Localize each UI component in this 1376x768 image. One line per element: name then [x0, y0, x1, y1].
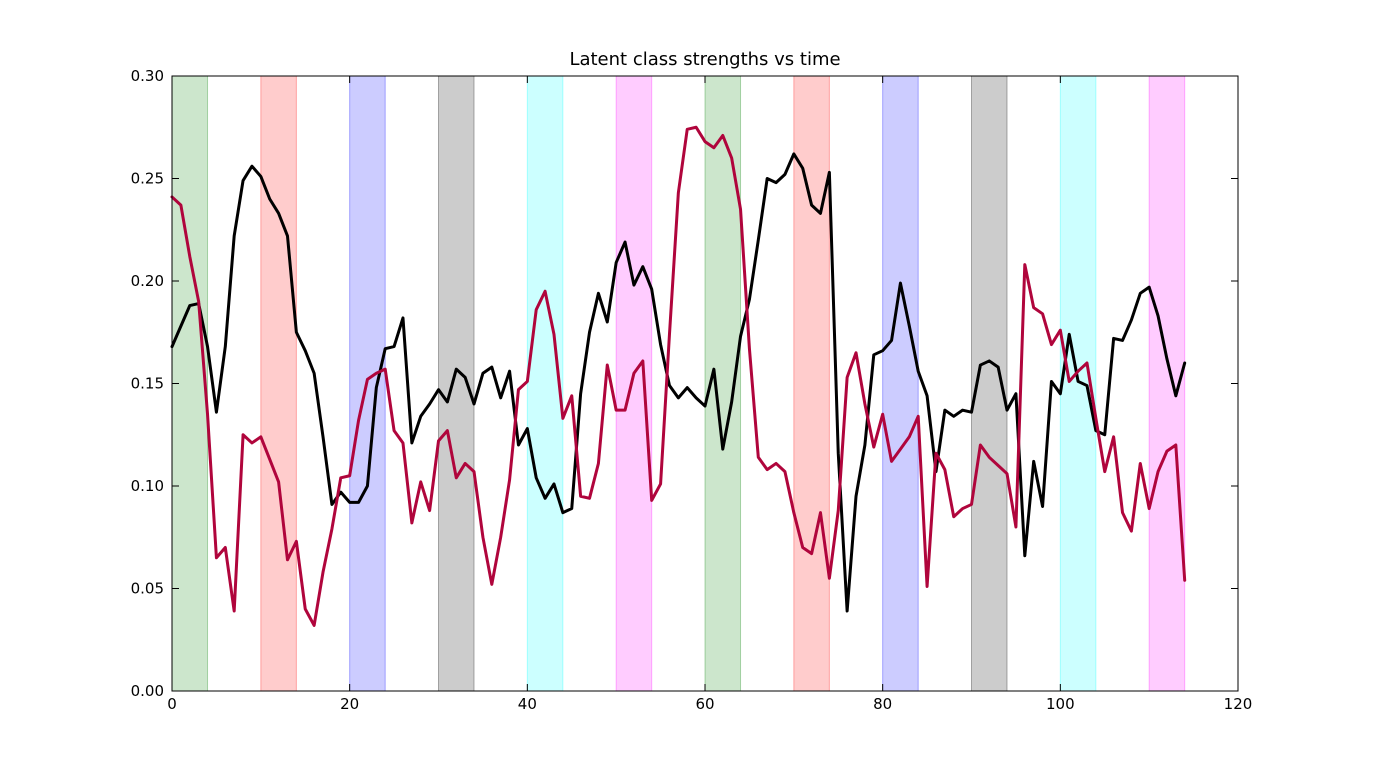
- series-lines: [170, 125, 1187, 627]
- chart-title: Latent class strengths vs time: [569, 49, 840, 70]
- x-tick-label-4: 80: [873, 695, 892, 713]
- x-tick-label-3: 60: [695, 695, 714, 713]
- x-tick-label-1: 20: [340, 695, 359, 713]
- shaded-band-5: [615, 75, 653, 692]
- shaded-bands: [171, 75, 1186, 692]
- x-tick-label-0: 0: [167, 695, 177, 713]
- y-tick-label-4: 0.20: [131, 272, 164, 290]
- x-tick-label-6: 120: [1224, 695, 1253, 713]
- shaded-band-8: [882, 75, 919, 692]
- y-tick-label-3: 0.15: [131, 375, 164, 393]
- y-tick-label-5: 0.25: [131, 170, 164, 188]
- x-tick-label-2: 40: [518, 695, 537, 713]
- x-tick-label-5: 100: [1046, 695, 1075, 713]
- y-tick-label-1: 0.05: [131, 580, 164, 598]
- y-tick-label-6: 0.30: [131, 67, 164, 85]
- shaded-band-7: [793, 75, 830, 692]
- y-tick-label-0: 0.00: [131, 682, 164, 700]
- series-line-1: [170, 125, 1187, 627]
- y-axis-ticks: 0.00 0.05 0.10 0.15 0.20 0.25 0.30: [131, 67, 1238, 700]
- series-line-0: [170, 152, 1187, 613]
- shaded-band-1: [260, 75, 297, 692]
- y-tick-label-2: 0.10: [131, 477, 164, 495]
- x-axis-ticks: 0 20 40 60 80 100 120: [167, 76, 1252, 713]
- shaded-band-4: [526, 75, 564, 692]
